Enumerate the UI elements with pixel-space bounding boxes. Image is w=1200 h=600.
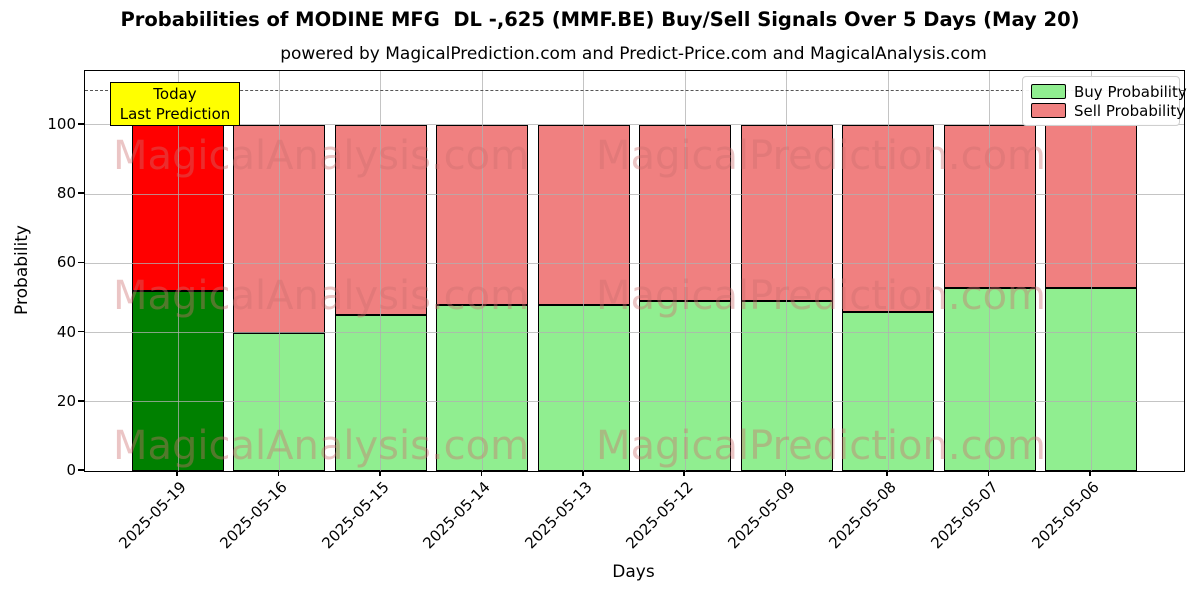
grid-line-horizontal bbox=[85, 401, 1184, 403]
x-tick-mark bbox=[987, 471, 990, 476]
grid-line-vertical bbox=[684, 71, 686, 471]
grid-line-vertical bbox=[786, 71, 788, 471]
grid-line-vertical bbox=[989, 71, 991, 471]
threshold-dashed-line bbox=[85, 90, 1184, 92]
x-tick-mark bbox=[683, 471, 685, 476]
today-annotation-line1: Today bbox=[153, 85, 197, 103]
grid-line-vertical bbox=[177, 71, 179, 471]
x-tick-mark bbox=[784, 471, 787, 476]
grid-line-vertical bbox=[1090, 71, 1092, 471]
y-tick-mark bbox=[78, 261, 84, 264]
y-tick-mark bbox=[78, 469, 84, 471]
y-tick-label: 100 bbox=[47, 114, 76, 133]
today-annotation-line2: Last Prediction bbox=[119, 105, 231, 123]
x-tick-mark bbox=[379, 471, 381, 476]
sell-legend-swatch bbox=[1031, 103, 1066, 118]
grid-line-vertical bbox=[887, 71, 889, 471]
x-tick-mark bbox=[1089, 471, 1091, 476]
x-tick-mark bbox=[277, 471, 280, 476]
grid-line-vertical bbox=[380, 71, 382, 471]
y-tick-mark bbox=[78, 192, 84, 194]
x-tick-mark bbox=[480, 471, 483, 476]
y-tick-label: 0 bbox=[66, 461, 76, 479]
buy-legend-swatch bbox=[1031, 84, 1066, 99]
y-tick-mark bbox=[78, 330, 84, 333]
y-tick-label: 40 bbox=[56, 322, 76, 341]
x-tick-mark bbox=[176, 471, 178, 476]
x-axis-label: Days bbox=[612, 562, 655, 582]
sell-legend-label: Sell Probability bbox=[1074, 101, 1186, 120]
legend: Buy Probability Sell Probability bbox=[1022, 76, 1187, 126]
grid-line-vertical bbox=[583, 71, 585, 471]
grid-line-horizontal bbox=[85, 262, 1184, 264]
y-tick-label: 20 bbox=[56, 391, 76, 410]
legend-item-buy: Buy Probability bbox=[1031, 82, 1187, 101]
grid-line-horizontal bbox=[85, 124, 1184, 126]
x-tick-mark bbox=[582, 471, 584, 476]
grid-line-horizontal bbox=[85, 193, 1184, 195]
plot-area: MagicalAnalysis.com MagicalPrediction.com… bbox=[84, 70, 1185, 472]
grid-line-vertical bbox=[481, 71, 483, 471]
buy-legend-label: Buy Probability bbox=[1074, 82, 1187, 101]
y-tick-label: 60 bbox=[56, 253, 76, 272]
today-annotation: Today Last Prediction bbox=[110, 82, 240, 126]
y-tick-mark bbox=[78, 400, 84, 402]
legend-item-sell: Sell Probability bbox=[1031, 101, 1185, 120]
chart-title: Probabilities of MODINE MFG DL -,625 (MM… bbox=[120, 8, 1080, 31]
x-tick-mark bbox=[886, 471, 888, 476]
grid-line-horizontal bbox=[85, 332, 1184, 334]
chart-subtitle: powered by MagicalPrediction.com and Pre… bbox=[280, 44, 987, 64]
grid-line-vertical bbox=[278, 71, 280, 471]
y-tick-label: 80 bbox=[56, 184, 76, 203]
y-tick-mark bbox=[78, 123, 84, 125]
